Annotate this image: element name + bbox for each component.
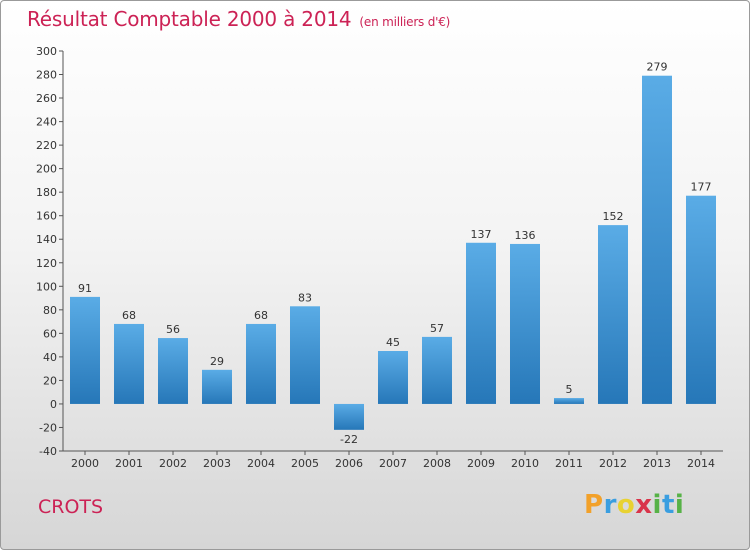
y-tick-label: 140	[36, 233, 57, 246]
logo-letter: P	[584, 490, 604, 520]
x-tick-label-2007: 2007	[379, 457, 407, 470]
chart-title: Résultat Comptable 2000 à 2014 (en millie…	[27, 7, 450, 31]
bar-2009	[466, 242, 496, 404]
y-tick-label: 40	[43, 351, 57, 364]
x-tick-label-2009: 2009	[467, 457, 495, 470]
data-label-2010: 136	[515, 229, 536, 242]
x-tick-label-2002: 2002	[159, 457, 187, 470]
axes: -40 -20 0 20 40 60 80 100 120 140 160 180 200 220 240 2…	[36, 45, 723, 470]
y-tick-label: 280	[36, 69, 57, 82]
y-tick-label: -40	[39, 445, 57, 458]
x-tick-label-2010: 2010	[511, 457, 539, 470]
logo-letter: x	[635, 490, 653, 520]
bar-2003	[202, 369, 232, 404]
y-tick-label: 0	[50, 398, 57, 411]
y-tick-label: 200	[36, 163, 57, 176]
x-tick-label-2014: 2014	[687, 457, 715, 470]
bars	[70, 75, 716, 430]
bar-2006	[334, 403, 364, 430]
logo-letter: i	[674, 490, 685, 520]
bar-2014	[686, 195, 716, 404]
bar-2008	[422, 336, 452, 404]
bar-2011	[554, 398, 584, 404]
data-labels: 91 68 56 29 68 83 -22 45 57 137 136 5 152 279 177	[78, 61, 712, 446]
y-tick-label: 160	[36, 210, 57, 223]
bar-2001	[114, 323, 144, 404]
chart-subtitle: (en milliers d'€)	[359, 15, 451, 29]
x-tick-label-2005: 2005	[291, 457, 319, 470]
x-tick-label-2011: 2011	[555, 457, 583, 470]
y-tick-label: 180	[36, 186, 57, 199]
x-tick-label-2000: 2000	[71, 457, 99, 470]
y-tick-label: 240	[36, 116, 57, 129]
y-tick-label: 60	[43, 327, 57, 340]
data-label-2009: 137	[471, 228, 492, 241]
y-tick-label: 100	[36, 280, 57, 293]
data-label-2000: 91	[78, 282, 92, 295]
logo-letter: r	[603, 490, 617, 520]
data-label-2002: 56	[166, 323, 180, 336]
logo-letter: o	[616, 490, 636, 520]
data-label-2013: 279	[647, 61, 668, 74]
y-tick-label: 20	[43, 374, 57, 387]
x-tick-label-2006: 2006	[335, 457, 363, 470]
bar-2005	[290, 306, 320, 404]
commune-name: CROTS	[38, 496, 104, 518]
y-tick-label: 300	[36, 45, 57, 58]
data-label-2004: 68	[254, 309, 268, 322]
data-label-2014: 177	[691, 181, 712, 194]
x-tick-label-2001: 2001	[115, 457, 143, 470]
x-tick-label-2003: 2003	[203, 457, 231, 470]
x-tick-label-2008: 2008	[423, 457, 451, 470]
x-tick-label-2013: 2013	[643, 457, 671, 470]
y-tick-label: 120	[36, 257, 57, 270]
bar-2012	[598, 225, 628, 404]
y-tick-label: -20	[39, 421, 57, 434]
y-tick-label: 260	[36, 92, 57, 105]
data-label-2005: 83	[298, 291, 312, 304]
logo-letter: t	[661, 490, 675, 520]
data-label-2007: 45	[386, 336, 400, 349]
bar-2007	[378, 351, 408, 404]
bar-2000	[70, 296, 100, 404]
data-label-2012: 152	[603, 210, 624, 223]
bar-2004	[246, 323, 276, 404]
chart-title-main: Résultat Comptable 2000 à 2014	[27, 7, 352, 31]
bar-2002	[158, 338, 188, 404]
x-tick-label-2012: 2012	[599, 457, 627, 470]
data-label-2006: -22	[340, 433, 358, 446]
data-label-2008: 57	[430, 322, 444, 335]
bar-2010	[510, 243, 540, 404]
data-label-2001: 68	[122, 309, 136, 322]
data-label-2011: 5	[566, 383, 573, 396]
y-tick-label: 80	[43, 304, 57, 317]
logo-letter: i	[652, 490, 662, 520]
data-label-2003: 29	[210, 355, 224, 368]
bar-2013	[642, 75, 672, 404]
y-tick-label: 220	[36, 139, 57, 152]
x-tick-label-2004: 2004	[247, 457, 275, 470]
proxiti-logo: Proxiti	[584, 490, 684, 520]
